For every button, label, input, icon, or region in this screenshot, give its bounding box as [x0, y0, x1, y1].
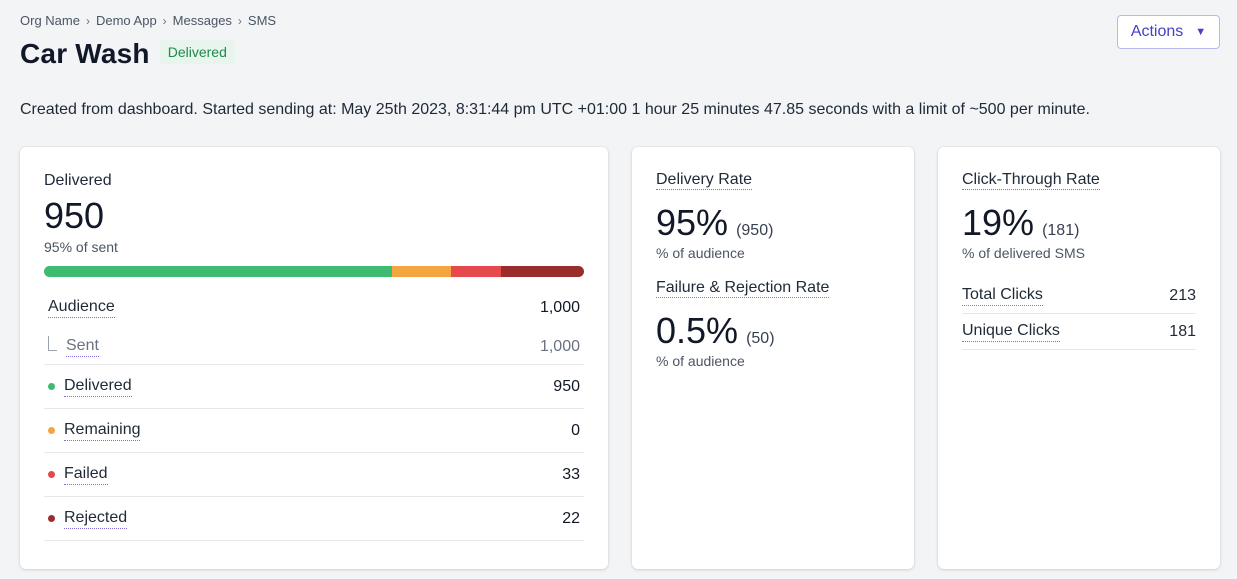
stat-row-rejected: Rejected 22 — [44, 497, 584, 541]
remaining-value: 0 — [571, 421, 580, 439]
ctr-value: 19% — [962, 202, 1035, 243]
failed-value: 33 — [562, 465, 580, 483]
chevron-right-icon: › — [85, 13, 90, 28]
actions-button[interactable]: Actions ▼ — [1117, 15, 1220, 49]
unique-clicks-label[interactable]: Unique Clicks — [962, 322, 1060, 342]
stat-row-sent: Sent 1,000 — [44, 329, 584, 365]
failure-rate-metric: 0.5% (50) — [656, 310, 775, 352]
progress-segment-rejected — [501, 266, 584, 277]
delivered-card-label: Delivered — [44, 172, 112, 189]
clicks-list: Total Clicks 213 Unique Clicks 181 — [962, 278, 1196, 350]
send-description: Created from dashboard. Started sending … — [20, 101, 1090, 118]
breadcrumb-app[interactable]: Demo App — [95, 13, 157, 28]
audience-value: 1,000 — [539, 299, 580, 316]
delivery-rate-sub: % of audience — [656, 245, 745, 261]
stat-row-audience: Audience 1,000 — [44, 287, 584, 329]
delivered-label[interactable]: Delivered — [64, 377, 132, 397]
audience-label[interactable]: Audience — [48, 298, 115, 318]
chevron-right-icon: › — [237, 13, 242, 28]
delivered-card: Delivered 950 95% of sent Audience 1,000… — [20, 147, 608, 569]
delivery-rate-value: 95% — [656, 202, 729, 243]
ctr-card: Click-Through Rate 19% (181) % of delive… — [938, 147, 1220, 569]
progress-segment-delivered — [44, 266, 393, 277]
rejected-value: 22 — [562, 509, 580, 527]
title-row: Car Wash Delivered — [20, 38, 235, 70]
failure-rate-sub: % of audience — [656, 353, 745, 369]
unique-clicks-value: 181 — [1169, 322, 1196, 340]
rejected-label[interactable]: Rejected — [64, 509, 128, 529]
remaining-label[interactable]: Remaining — [64, 421, 141, 441]
total-clicks-label[interactable]: Total Clicks — [962, 286, 1043, 306]
failed-dot-icon — [48, 471, 55, 478]
ctr-metric: 19% (181) — [962, 202, 1079, 244]
actions-label: Actions — [1130, 23, 1184, 40]
delivery-rate-count: (950) — [736, 222, 774, 239]
breadcrumb-sms[interactable]: SMS — [247, 13, 277, 28]
ctr-count: (181) — [1042, 222, 1080, 239]
progress-segment-remaining — [392, 266, 451, 277]
sent-label[interactable]: Sent — [66, 337, 99, 357]
stat-row-remaining: Remaining 0 — [44, 409, 584, 453]
ctr-title[interactable]: Click-Through Rate — [962, 171, 1100, 190]
rejected-dot-icon — [48, 515, 55, 522]
breadcrumb-org[interactable]: Org Name — [20, 13, 80, 28]
delivery-rate-card: Delivery Rate 95% (950) % of audience Fa… — [632, 147, 914, 569]
sent-value: 1,000 — [539, 337, 580, 355]
delivery-rate-title[interactable]: Delivery Rate — [656, 171, 753, 190]
ctr-sub: % of delivered SMS — [962, 245, 1085, 261]
delivered-count: 950 — [44, 195, 105, 236]
delivered-percent-of-sent: 95% of sent — [44, 239, 118, 255]
delivery-progress-bar — [44, 266, 584, 277]
failure-rate-value: 0.5% — [656, 310, 739, 351]
chevron-right-icon: › — [162, 13, 167, 28]
tree-branch-icon — [48, 336, 57, 351]
caret-down-icon: ▼ — [1195, 26, 1207, 38]
remaining-dot-icon — [48, 427, 55, 434]
progress-segment-failed — [450, 266, 502, 277]
stat-row-failed: Failed 33 — [44, 453, 584, 497]
failure-rate-title[interactable]: Failure & Rejection Rate — [656, 279, 830, 298]
status-badge: Delivered — [159, 40, 235, 64]
total-clicks-row: Total Clicks 213 — [962, 278, 1196, 314]
failure-rate-count: (50) — [746, 330, 775, 347]
breadcrumb-messages[interactable]: Messages — [172, 13, 232, 28]
delivered-dot-icon — [48, 383, 55, 390]
delivered-value: 950 — [553, 377, 580, 395]
unique-clicks-row: Unique Clicks 181 — [962, 314, 1196, 350]
breadcrumb: Org Name › Demo App › Messages › SMS — [20, 13, 276, 28]
stat-row-delivered: Delivered 950 — [44, 365, 584, 409]
page-title: Car Wash — [20, 38, 150, 69]
delivery-stats-list: Audience 1,000 Sent 1,000 Delivered 950 … — [44, 287, 584, 541]
failed-label[interactable]: Failed — [64, 465, 108, 485]
total-clicks-value: 213 — [1169, 286, 1196, 304]
delivery-rate-metric: 95% (950) — [656, 202, 773, 244]
